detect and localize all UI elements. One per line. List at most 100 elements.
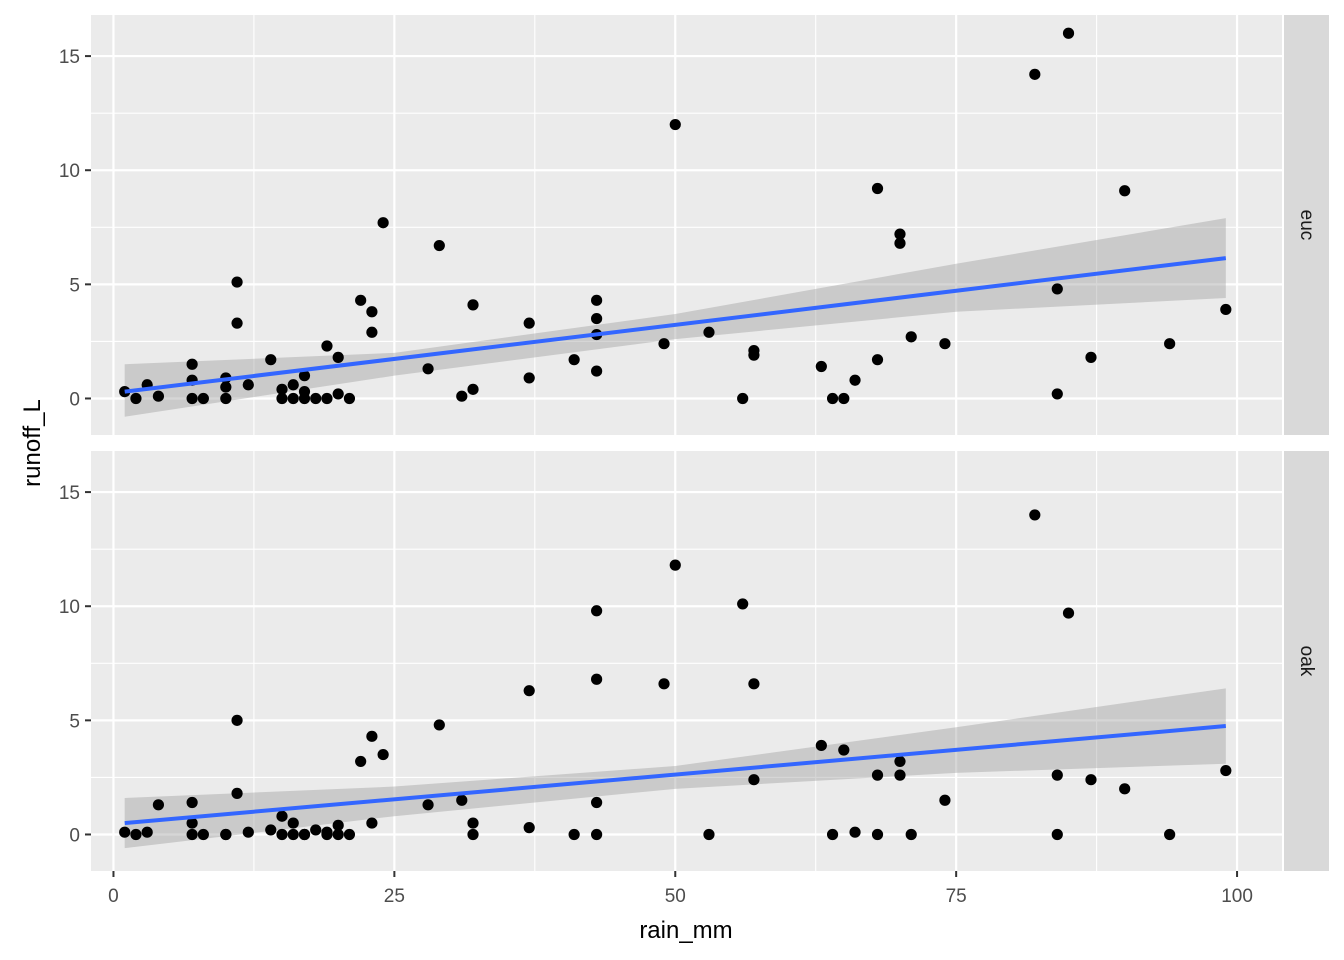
data-point — [366, 730, 378, 742]
data-point — [1085, 351, 1097, 363]
data-point — [591, 605, 603, 617]
y-axis-title: runoff_L — [19, 399, 46, 487]
data-point — [287, 379, 299, 391]
data-point — [231, 787, 243, 799]
data-point — [456, 390, 468, 402]
y-tick-label: 10 — [59, 161, 80, 182]
data-point — [894, 228, 906, 240]
data-point — [321, 392, 333, 405]
data-point — [894, 237, 906, 249]
data-point — [905, 828, 917, 841]
y-tick-label: 15 — [59, 47, 80, 68]
data-point — [1051, 769, 1063, 781]
data-point — [591, 365, 603, 377]
y-tick-label: 5 — [69, 711, 80, 732]
data-point — [1029, 509, 1041, 521]
data-point — [871, 354, 884, 366]
data-point — [894, 755, 906, 768]
data-point — [433, 239, 445, 252]
facet-oak: 0 5 10 15 oak — [59, 451, 1329, 871]
data-point — [310, 824, 322, 836]
data-point — [905, 331, 917, 343]
data-point — [1051, 283, 1063, 295]
data-point — [1051, 388, 1063, 400]
data-point — [343, 392, 356, 405]
data-point — [568, 354, 580, 366]
data-point — [287, 817, 299, 829]
data-point — [1164, 828, 1176, 841]
data-point — [838, 744, 850, 756]
data-point — [467, 299, 479, 311]
data-point — [276, 392, 288, 405]
data-point — [1085, 774, 1097, 786]
data-point — [1119, 783, 1131, 795]
data-point — [871, 828, 884, 841]
data-point — [377, 748, 389, 761]
data-point — [220, 381, 232, 393]
facet-strip-label: oak — [1296, 646, 1317, 677]
data-point — [467, 828, 479, 841]
data-point — [1062, 27, 1075, 39]
data-point — [332, 819, 344, 831]
data-point — [871, 182, 884, 195]
data-point — [523, 822, 535, 834]
facet-panels: 0 5 10 15 euc 0 5 10 15 oak — [59, 15, 1329, 871]
data-point — [298, 828, 311, 841]
panel-background — [91, 451, 1282, 871]
data-point — [658, 678, 670, 690]
facet-strip — [1284, 451, 1329, 871]
x-tick-label: 25 — [384, 886, 405, 907]
data-point — [298, 392, 311, 405]
data-point — [1062, 607, 1075, 619]
data-point — [1051, 828, 1063, 841]
data-point — [220, 392, 232, 405]
data-point — [939, 794, 951, 806]
data-point — [456, 794, 468, 806]
data-point — [591, 673, 603, 685]
data-point — [748, 349, 760, 361]
x-axis: 0 25 50 75 100 — [108, 871, 1253, 907]
data-point — [220, 828, 232, 841]
data-point — [276, 810, 288, 822]
data-point — [591, 294, 603, 306]
data-point — [658, 338, 670, 350]
data-point — [523, 685, 535, 697]
data-point — [815, 739, 827, 752]
data-point — [703, 326, 715, 338]
data-point — [1164, 338, 1176, 350]
data-point — [332, 388, 344, 400]
data-point — [152, 799, 165, 811]
data-point — [1220, 303, 1232, 316]
x-tick-label: 100 — [1221, 886, 1253, 907]
data-point — [321, 340, 333, 352]
y-tick-label: 15 — [59, 483, 80, 504]
data-point — [231, 714, 243, 726]
data-point — [197, 828, 209, 841]
confidence-band — [124, 218, 1226, 417]
data-point — [871, 769, 884, 781]
data-point — [894, 769, 906, 781]
data-point — [186, 358, 198, 370]
data-point — [591, 796, 603, 809]
data-point — [669, 559, 681, 571]
data-point — [265, 824, 277, 836]
data-point — [422, 799, 434, 811]
data-point — [467, 817, 479, 829]
y-tick-label: 0 — [69, 389, 80, 410]
data-point — [186, 828, 198, 841]
data-point — [355, 294, 367, 306]
data-point — [186, 796, 198, 809]
data-point — [242, 826, 254, 838]
data-point — [130, 828, 142, 841]
data-point — [343, 828, 356, 841]
data-point — [838, 392, 850, 405]
data-point — [186, 392, 198, 405]
facet-euc: 0 5 10 15 euc — [59, 15, 1329, 435]
confidence-band — [124, 688, 1226, 849]
data-point — [467, 383, 479, 395]
facet-strip-label: euc — [1296, 210, 1317, 241]
panel-background — [91, 15, 1282, 435]
data-point — [276, 383, 288, 395]
data-point — [737, 392, 749, 405]
